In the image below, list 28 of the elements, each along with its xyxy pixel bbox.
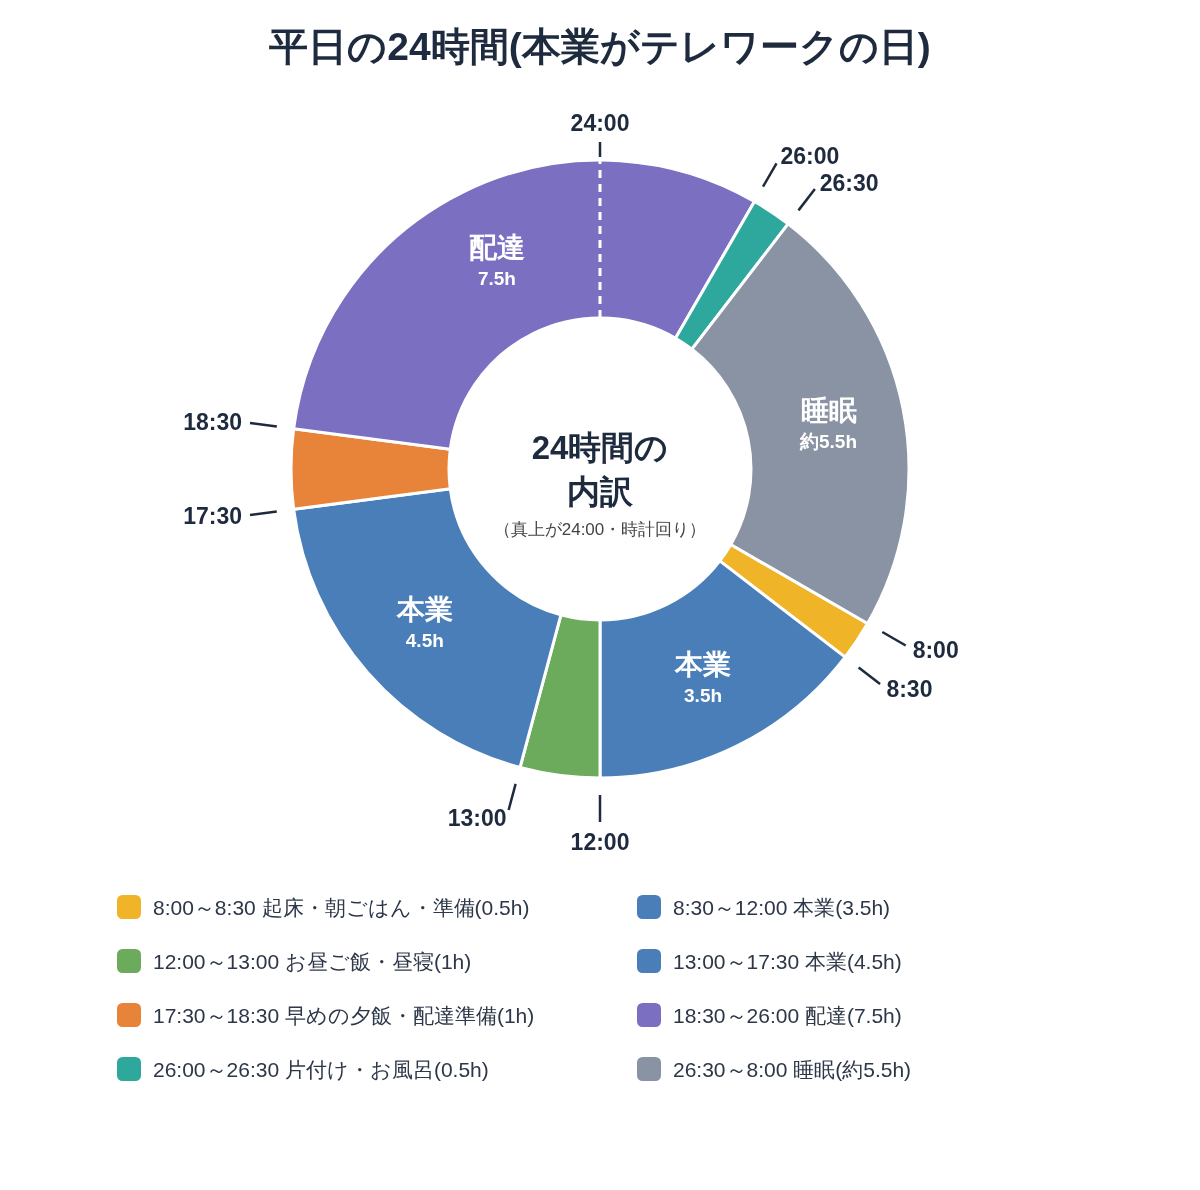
text: 13:00	[447, 804, 507, 831]
legend-label: 8:30～12:00 本業(3.5h)	[673, 895, 891, 919]
text: 本業	[396, 594, 453, 626]
text: 本業	[675, 649, 732, 681]
text: （真上が24:00・時計回り）	[493, 519, 707, 539]
text: 配達	[468, 231, 525, 263]
text: 26:00	[780, 143, 840, 170]
chart-title: 平日の24時間(本業がテレワークの日)	[268, 25, 931, 68]
text: 睡眠	[800, 395, 857, 427]
text: 17:30	[183, 503, 243, 530]
text: 4.5h	[405, 630, 444, 652]
text: 8:30	[886, 675, 933, 702]
text: 8:00	[912, 636, 959, 663]
legend-label: 26:00～26:30 片付け・お風呂(0.5h)	[153, 1057, 489, 1081]
text: 12:00	[570, 828, 630, 855]
legend-label: 13:00～17:30 本業(4.5h)	[673, 949, 902, 973]
text: 3.5h	[684, 685, 723, 707]
text: 約5.5h	[800, 431, 858, 453]
legend-label: 12:00～13:00 お昼ご飯・昼寝(1h)	[153, 949, 472, 973]
text: 24:00	[570, 109, 630, 136]
legend-label: 26:30～8:00 睡眠(約5.5h)	[673, 1057, 912, 1081]
legend-label: 8:00～8:30 起床・朝ごはん・準備(0.5h)	[153, 895, 530, 919]
text: 26:30	[819, 169, 879, 196]
text: 18:30	[183, 408, 243, 435]
legend-label: 17:30～18:30 早めの夕飯・配達準備(1h)	[153, 1003, 535, 1027]
text: 7.5h	[477, 267, 516, 289]
text: 24時間の内訳	[531, 428, 669, 510]
legend-label: 18:30～26:00 配達(7.5h)	[673, 1003, 902, 1027]
